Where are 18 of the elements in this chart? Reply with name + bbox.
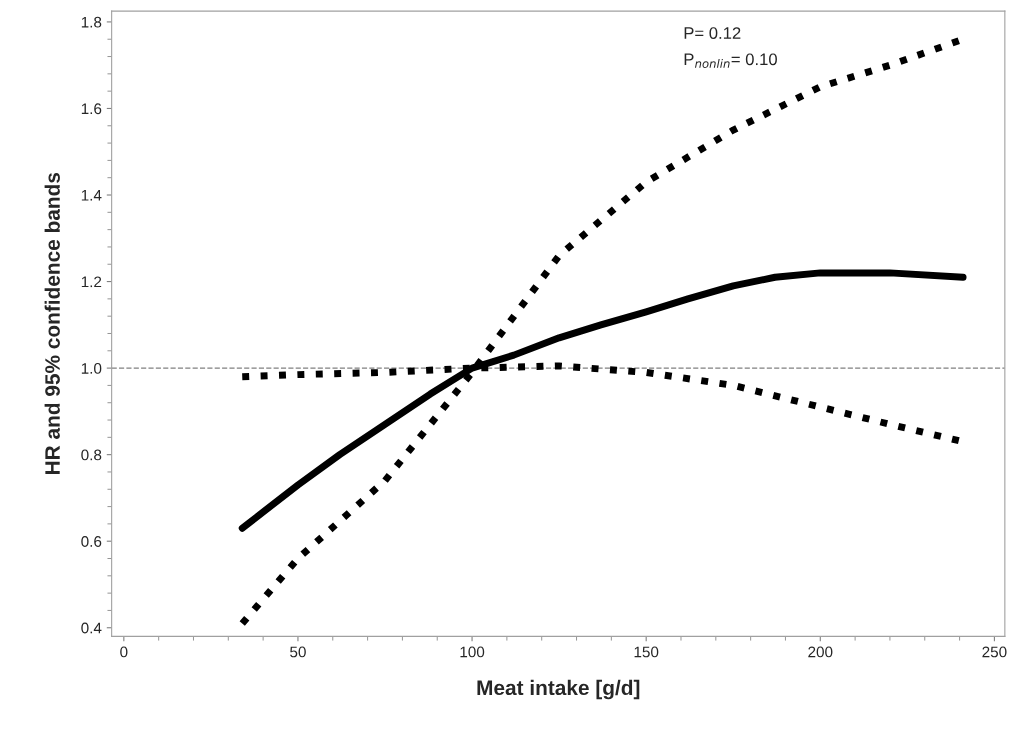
- x-tick-label: 0: [120, 646, 128, 658]
- x-axis-title: Meat intake [g/d]: [477, 679, 640, 700]
- annotation: P= 0.12: [684, 27, 741, 39]
- y-tick-label: 1.2: [81, 276, 102, 288]
- x-tick-label: 150: [634, 646, 659, 658]
- y-tick-label: 1.0: [81, 362, 102, 374]
- y-tick-label: 0.8: [81, 449, 102, 461]
- x-tick-label: 100: [460, 646, 485, 658]
- y-tick-label: 0.6: [81, 536, 102, 547]
- y-tick-label: 1.8: [81, 16, 102, 28]
- annotation: P$_{nonlin}$= 0.10: [684, 53, 777, 68]
- y-tick-label: 0.4: [81, 622, 102, 634]
- y-axis-title: HR and 95% confidence bands: [44, 172, 60, 474]
- x-tick-label: 50: [290, 646, 306, 658]
- x-tick-label: 250: [982, 646, 1007, 658]
- x-tick-label: 200: [808, 646, 833, 658]
- y-tick-label: 1.6: [81, 103, 102, 115]
- y-tick-label: 1.4: [81, 190, 102, 201]
